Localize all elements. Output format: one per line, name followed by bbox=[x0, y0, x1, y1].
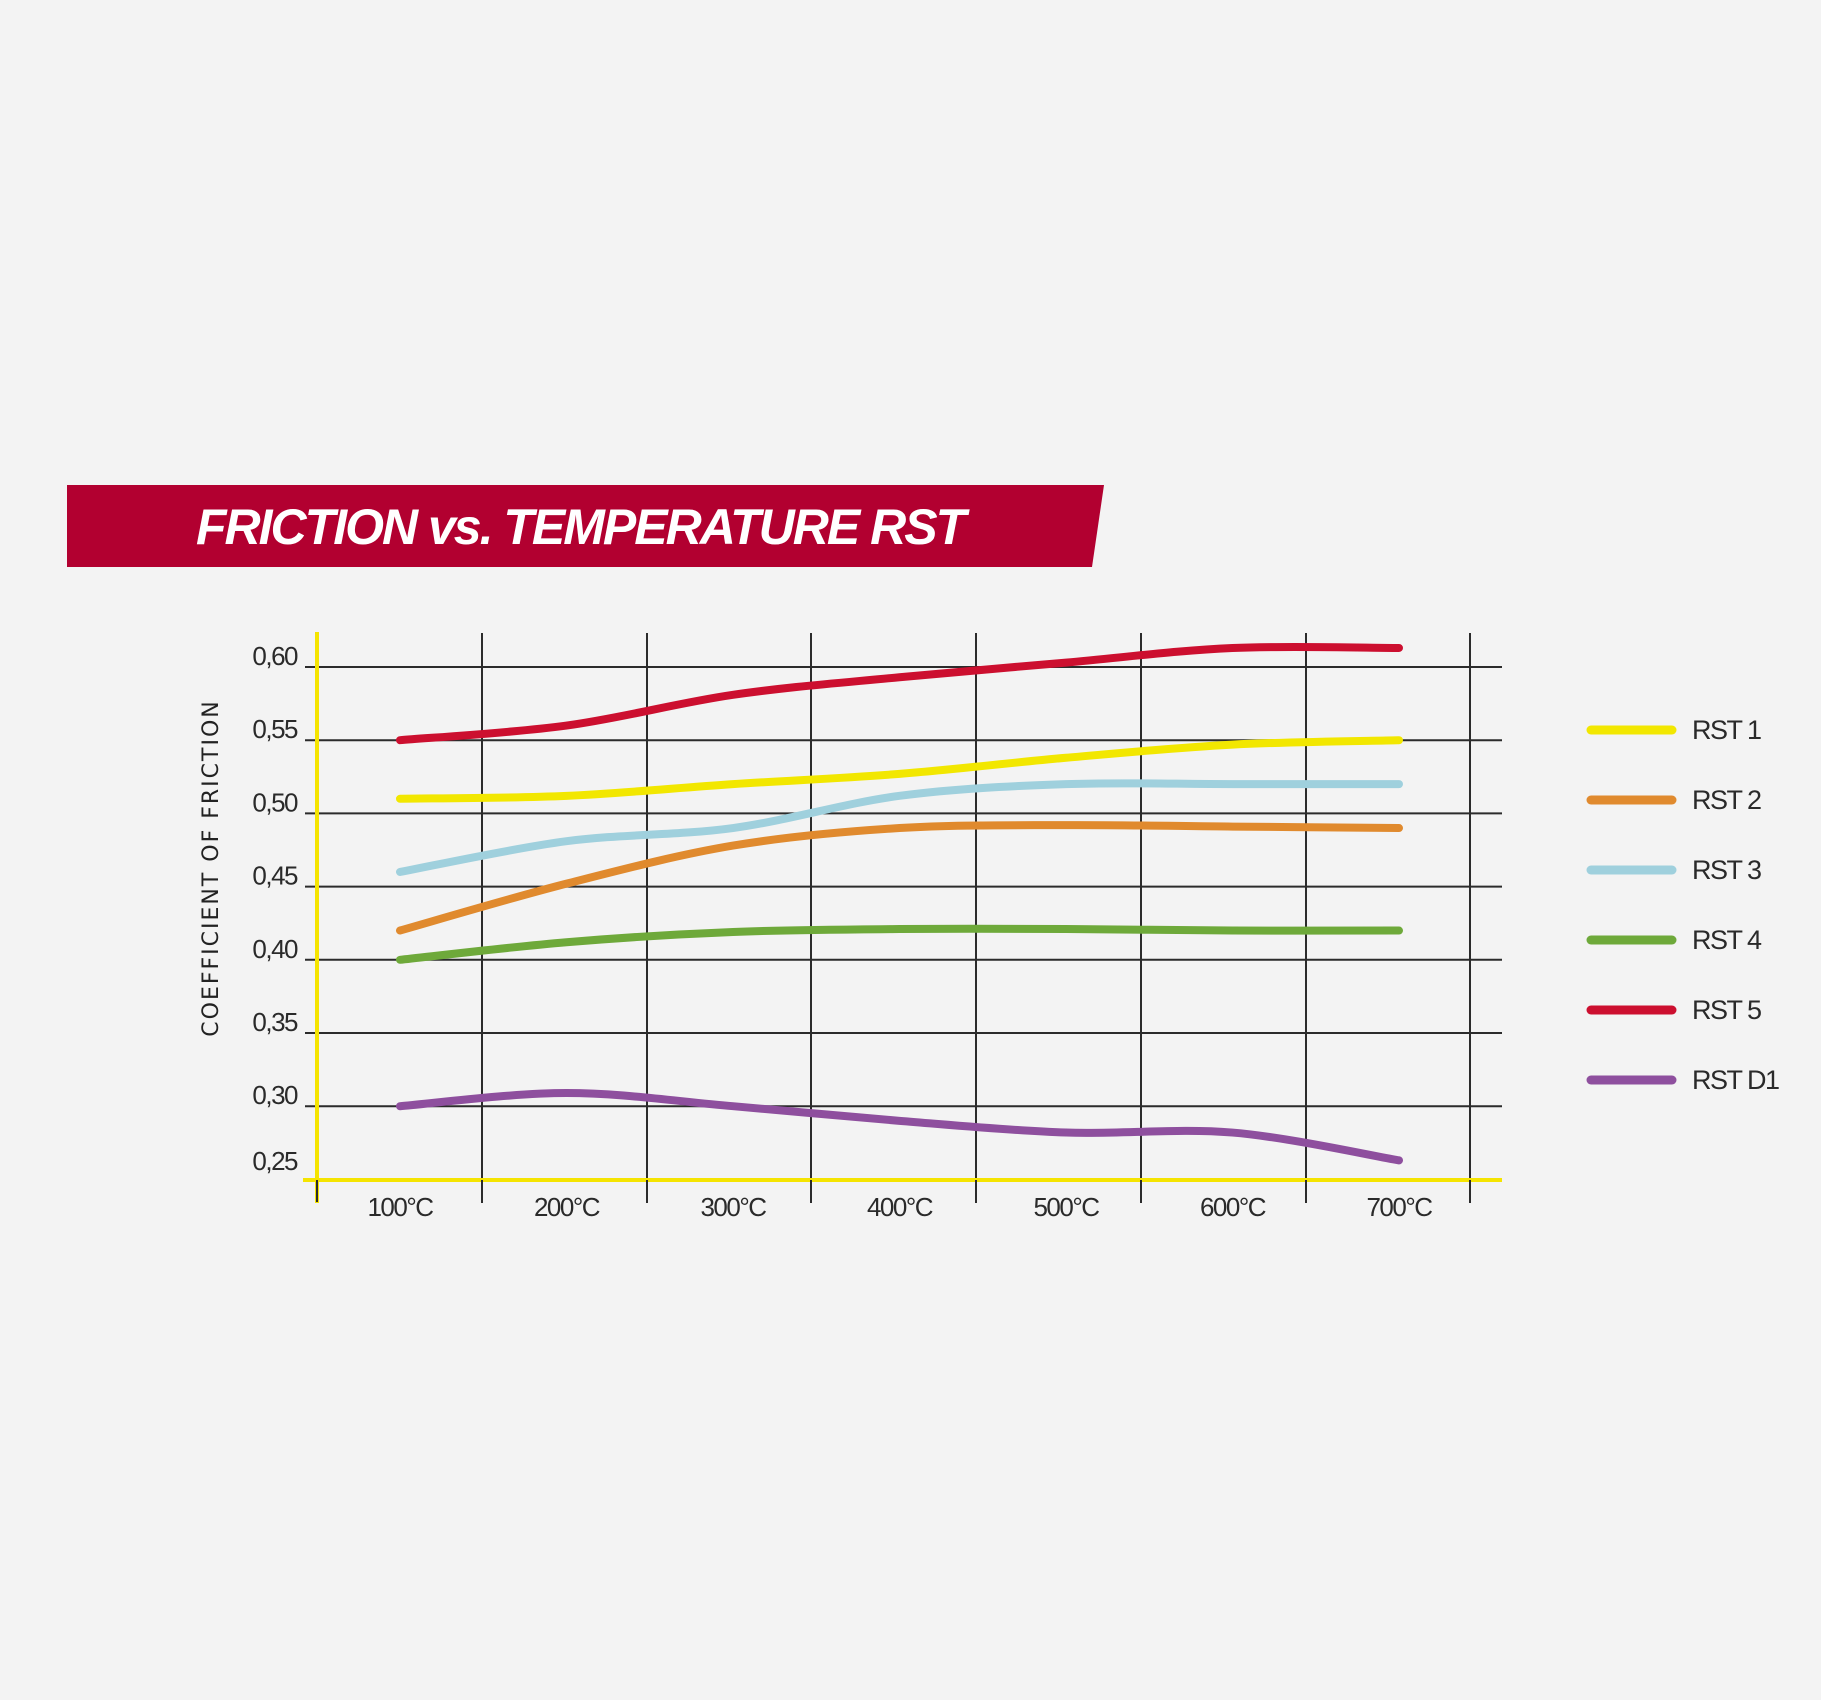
x-tick-label: 700°C bbox=[1366, 1192, 1432, 1222]
legend-label: RST 3 bbox=[1692, 855, 1761, 885]
legend-label: RST 2 bbox=[1692, 785, 1761, 815]
grid bbox=[305, 633, 1502, 1203]
y-tick-label: 0,30 bbox=[252, 1080, 298, 1110]
series-line-rst-1 bbox=[396, 736, 1403, 803]
series-line-rst-d1 bbox=[396, 1089, 1403, 1165]
y-tick-labels: 0,60 0,55 0,50 0,45 0,40 0,35 0,30 0,25 bbox=[252, 641, 299, 1176]
series-line-rst-5 bbox=[396, 642, 1403, 745]
y-tick-label: 0,60 bbox=[252, 641, 298, 671]
x-tick-label: 200°C bbox=[534, 1192, 600, 1222]
series-line-rst-4 bbox=[396, 924, 1403, 964]
legend: RST 1 RST 2 RST 3 RST 4 RST 5 RST D1 bbox=[1586, 715, 1781, 1095]
legend-label: RST 1 bbox=[1692, 715, 1761, 745]
y-axis-title: COEFFICIENT OF FRICTION bbox=[199, 699, 224, 1036]
chart-title: FRICTION vs. TEMPERATURE RST bbox=[196, 499, 971, 555]
series-lines bbox=[396, 642, 1403, 1165]
x-tick-labels: 100°C 200°C 300°C 400°C 500°C 600°C 700°C bbox=[367, 1192, 1433, 1222]
x-tick-label: 600°C bbox=[1200, 1192, 1266, 1222]
x-tick-label: 300°C bbox=[700, 1192, 766, 1222]
y-tick-label: 0,35 bbox=[252, 1007, 298, 1037]
y-tick-label: 0,25 bbox=[252, 1146, 298, 1176]
x-tick-label: 500°C bbox=[1033, 1192, 1099, 1222]
y-tick-label: 0,45 bbox=[252, 861, 298, 891]
y-tick-label: 0,55 bbox=[252, 714, 298, 744]
legend-label: RST 5 bbox=[1692, 995, 1761, 1025]
legend-label: RST 4 bbox=[1692, 925, 1762, 955]
legend-label: RST D1 bbox=[1692, 1065, 1779, 1095]
y-tick-label: 0,40 bbox=[252, 934, 298, 964]
axes bbox=[303, 632, 1502, 1203]
x-tick-label: 100°C bbox=[367, 1192, 433, 1222]
x-tick-label: 400°C bbox=[867, 1192, 933, 1222]
y-tick-label: 0,50 bbox=[252, 787, 298, 817]
title-banner bbox=[67, 485, 1104, 567]
